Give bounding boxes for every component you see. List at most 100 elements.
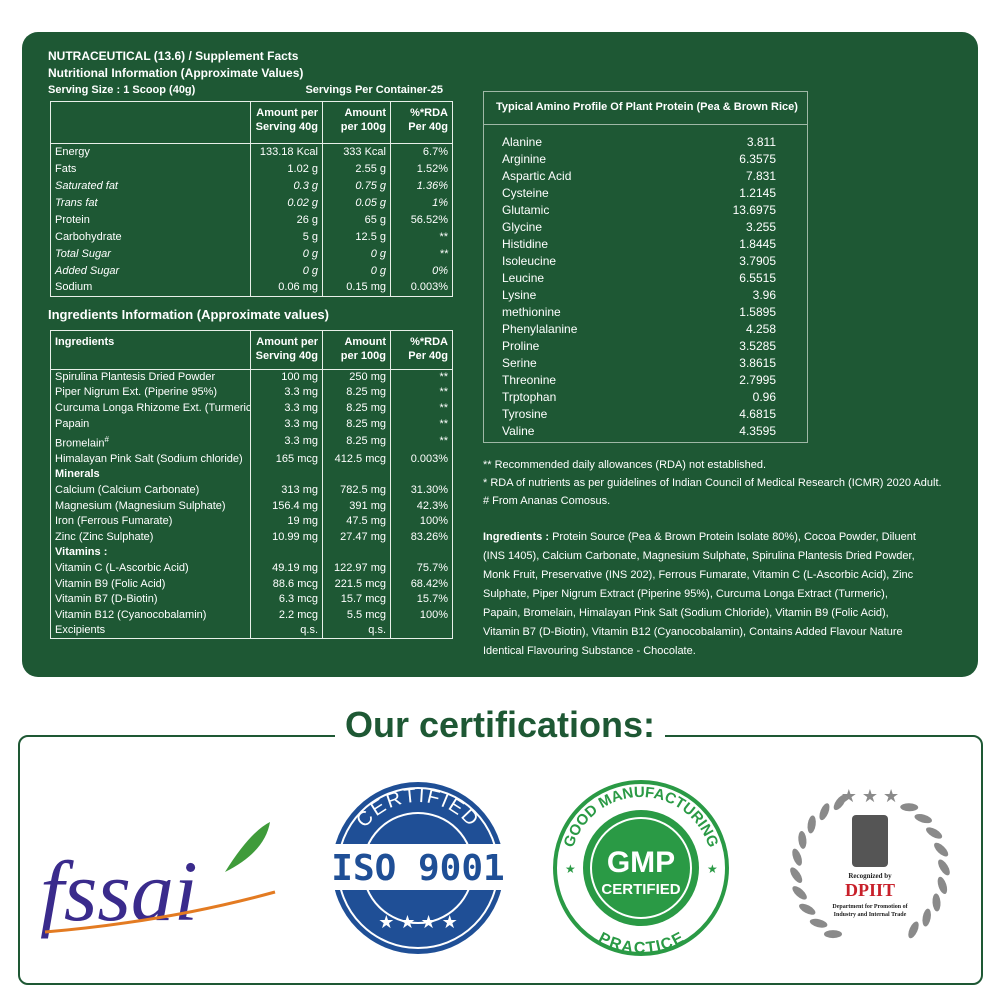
wreath-leaf	[926, 827, 943, 839]
cell: Vitamin B7 (D-Biotin)	[50, 591, 251, 608]
header-line: Serving 40g	[255, 350, 318, 362]
cell	[322, 545, 391, 561]
table-row: Minerals	[50, 467, 453, 483]
cell: Zinc (Zinc Sulphate)	[50, 529, 251, 546]
table-row: Bromelain# 3.3 mg 8.25 mg **	[50, 431, 453, 452]
cell: 0 g	[250, 245, 323, 263]
cell: Excipients	[50, 623, 251, 639]
cell: 165 mcg	[250, 451, 323, 468]
amino-row: Proline 3.5285	[502, 339, 776, 356]
iso-main: ISO 9001	[331, 848, 504, 889]
cell: q.s.	[322, 623, 391, 639]
amino-row: Phenylalanine 4.258	[502, 322, 776, 339]
amino-name: Valine	[502, 424, 535, 438]
cell: **	[390, 245, 453, 263]
cell: 75.7%	[390, 560, 453, 577]
amino-row: Tyrosine 4.6815	[502, 407, 776, 424]
header-line: per 100g	[340, 350, 386, 362]
wreath-leaf	[809, 918, 828, 928]
cell	[250, 545, 323, 561]
cell: Added Sugar	[50, 262, 251, 280]
cell: 27.47 mg	[322, 529, 391, 546]
table-row: Spirulina Plantesis Dried Powder 100 mg 25…	[50, 369, 453, 386]
wreath-leaf	[799, 903, 816, 915]
amino-value: 2.7995	[739, 373, 776, 387]
cell: Spirulina Plantesis Dried Powder	[50, 369, 251, 386]
header-cell: Amount per Serving 40g	[250, 330, 323, 370]
cell: 333 Kcal	[322, 143, 391, 161]
gmp-star: ★	[707, 862, 718, 876]
cell: 3.3 mg	[250, 416, 323, 432]
ingredients-text: Protein Source (Pea & Brown Protein Isol…	[483, 531, 916, 657]
cell	[390, 545, 453, 561]
amino-value: 13.6975	[732, 203, 776, 217]
header-line: Ingredients	[55, 336, 115, 348]
amino-value: 7.831	[745, 169, 776, 183]
table-row: Vitamins :	[50, 545, 453, 561]
cell: 0 g	[322, 245, 391, 263]
cell	[250, 467, 323, 483]
amino-name: Threonine	[502, 373, 557, 387]
header-cell: %*RDA Per 40g	[390, 101, 453, 144]
amino-name: Tyrosine	[502, 407, 548, 421]
ingredients-table: Ingredients Amount per Serving 40g Amount pe…	[50, 330, 453, 640]
cell: 0.75 g	[322, 177, 391, 195]
cell: 782.5 mg	[322, 482, 391, 499]
cell: 0.05 g	[322, 194, 391, 212]
table-row: Energy 133.18 Kcal 333 Kcal 6.7%	[50, 143, 453, 161]
amino-row: Lysine 3.96	[502, 288, 776, 305]
cell: 3.3 mg	[250, 431, 323, 452]
serving-size: Serving Size : 1 Scoop (40g)	[48, 84, 196, 96]
cell: 8.25 mg	[322, 416, 391, 432]
amino-row: Serine 3.8615	[502, 356, 776, 373]
cell: 0 g	[322, 262, 391, 280]
amino-row: Histidine 1.8445	[502, 237, 776, 254]
amino-value: 1.5895	[739, 305, 776, 319]
table-row: Piper Nigrum Ext. (Piperine 95%) 3.3 mg 8.…	[50, 385, 453, 401]
cell: **	[390, 400, 453, 417]
header-line: Per 40g	[408, 121, 448, 133]
cell: **	[390, 228, 453, 246]
cell: Protein	[50, 211, 251, 229]
cell: 83.26%	[390, 529, 453, 546]
ingredients-label: Ingredients :	[483, 531, 550, 543]
amino-list: Alanine 3.811 Arginine 6.3575 Aspartic Acid 7…	[484, 124, 807, 443]
header-cell: Amount per 100g	[322, 330, 391, 370]
dpiit-desc: Industry and Internal Trade	[834, 912, 907, 918]
amino-row: Arginine 6.3575	[502, 152, 776, 169]
cell: **	[390, 416, 453, 432]
cell: Bromelain#	[50, 431, 251, 452]
cell: 100 mg	[250, 369, 323, 386]
amino-value: 1.2145	[739, 186, 776, 200]
ingredients-paragraph: Ingredients : Protein Source (Pea & Brow…	[483, 528, 928, 661]
gmp-star: ★	[565, 862, 576, 876]
cell: **	[390, 431, 453, 452]
cell: 0.003%	[390, 451, 453, 468]
wreath-leaf	[932, 893, 941, 912]
wreath-leaf	[938, 859, 950, 876]
cell	[390, 623, 453, 639]
cell: 42.3%	[390, 498, 453, 514]
amino-name: Glutamic	[502, 203, 550, 217]
cell: 49.19 mg	[250, 560, 323, 577]
cell: 391 mg	[322, 498, 391, 514]
amino-row: Valine 4.3595	[502, 424, 776, 441]
table-row: Vitamin B12 (Cyanocobalamin) 2.2 mcg 5.5 m…	[50, 607, 453, 624]
header-cell: Amount per 100g	[322, 101, 391, 144]
header-line: NUTRACEUTICAL (13.6) / Supplement Facts	[48, 49, 299, 63]
amino-row: methionine 1.5895	[502, 305, 776, 322]
table-row: Zinc (Zinc Sulphate) 10.99 mg 27.47 mg 83.2…	[50, 529, 453, 546]
cell: 0.3 g	[250, 177, 323, 195]
footnote: ** Recommended daily allowances (RDA) no…	[483, 459, 767, 471]
header-row: Ingredients Amount per Serving 40g Amount pe…	[50, 330, 453, 370]
cell: Papain	[50, 416, 251, 432]
cell: 0.02 g	[250, 194, 323, 212]
header-line: per 100g	[340, 121, 386, 133]
footnotes: ** Recommended daily allowances (RDA) no…	[483, 456, 942, 510]
cell: Saturated fat	[50, 177, 251, 195]
wreath-leaf	[900, 803, 919, 812]
wreath-leaf	[937, 876, 948, 895]
amino-value: 6.3575	[739, 152, 776, 166]
cell: 313 mg	[250, 482, 323, 499]
